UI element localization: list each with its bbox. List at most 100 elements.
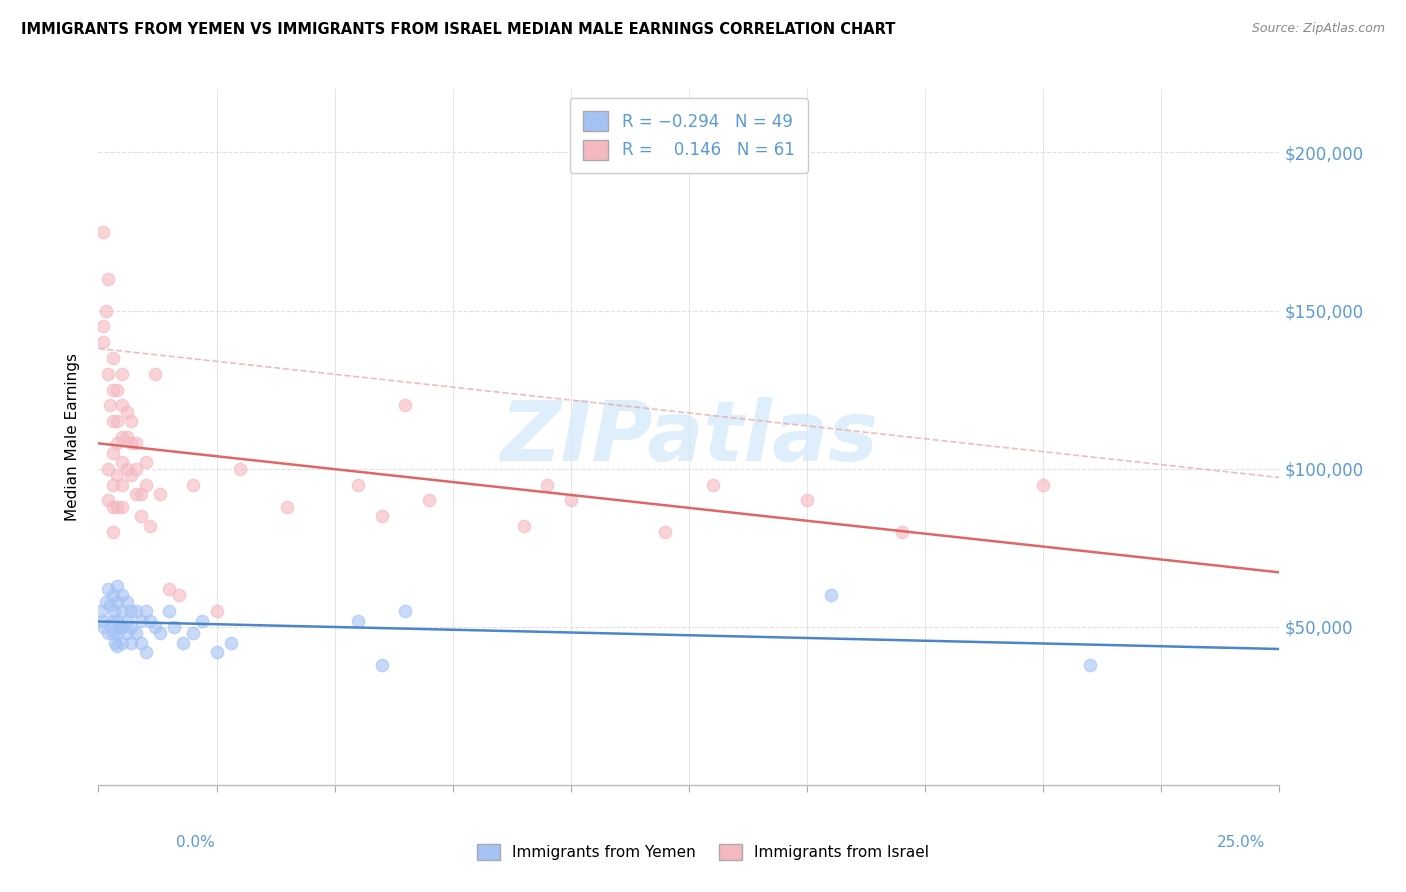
Point bbox=[101, 477, 124, 491]
Point bbox=[702, 477, 724, 491]
Point bbox=[157, 604, 180, 618]
Point bbox=[654, 524, 676, 539]
Point bbox=[121, 604, 143, 618]
Point bbox=[105, 594, 128, 608]
Point bbox=[121, 414, 143, 428]
Point bbox=[347, 477, 370, 491]
Point bbox=[91, 225, 114, 239]
Point bbox=[890, 524, 912, 539]
Point bbox=[111, 455, 134, 469]
Point bbox=[108, 620, 131, 634]
Point bbox=[111, 477, 134, 491]
Point bbox=[115, 594, 138, 608]
Point bbox=[394, 399, 416, 413]
Point bbox=[135, 645, 157, 659]
Point bbox=[101, 626, 124, 640]
Point bbox=[167, 588, 190, 602]
Point bbox=[371, 509, 394, 524]
Point bbox=[129, 614, 152, 628]
Point bbox=[135, 604, 157, 618]
Point bbox=[115, 614, 138, 628]
Point bbox=[103, 604, 125, 618]
Point bbox=[111, 500, 134, 514]
Point bbox=[347, 614, 370, 628]
Y-axis label: Median Male Earnings: Median Male Earnings bbox=[65, 353, 80, 521]
Point bbox=[121, 635, 143, 649]
Point bbox=[205, 645, 228, 659]
Point bbox=[91, 319, 114, 334]
Point bbox=[105, 468, 128, 483]
Point bbox=[125, 461, 148, 475]
Point bbox=[105, 579, 128, 593]
Point bbox=[105, 436, 128, 450]
Point bbox=[104, 635, 127, 649]
Point bbox=[135, 477, 157, 491]
Point bbox=[91, 614, 114, 628]
Point bbox=[94, 594, 117, 608]
Point bbox=[98, 598, 121, 612]
Point bbox=[111, 430, 134, 444]
Point bbox=[125, 626, 148, 640]
Point bbox=[191, 614, 214, 628]
Text: IMMIGRANTS FROM YEMEN VS IMMIGRANTS FROM ISRAEL MEDIAN MALE EARNINGS CORRELATION: IMMIGRANTS FROM YEMEN VS IMMIGRANTS FROM… bbox=[21, 22, 896, 37]
Point bbox=[111, 635, 134, 649]
Point bbox=[111, 620, 134, 634]
Point bbox=[796, 493, 818, 508]
Point bbox=[101, 614, 124, 628]
Point bbox=[371, 657, 394, 672]
Legend: R = −0.294   N = 49, R =    0.146   N = 61: R = −0.294 N = 49, R = 0.146 N = 61 bbox=[569, 97, 808, 173]
Point bbox=[149, 487, 172, 501]
Point bbox=[111, 399, 134, 413]
Point bbox=[125, 487, 148, 501]
Point bbox=[1032, 477, 1054, 491]
Point bbox=[820, 588, 842, 602]
Point bbox=[560, 493, 582, 508]
Point bbox=[105, 500, 128, 514]
Point bbox=[129, 487, 152, 501]
Point bbox=[129, 635, 152, 649]
Point bbox=[135, 455, 157, 469]
Point bbox=[115, 626, 138, 640]
Point bbox=[105, 614, 128, 628]
Point bbox=[93, 620, 115, 634]
Text: 25.0%: 25.0% bbox=[1218, 836, 1265, 850]
Point bbox=[143, 620, 166, 634]
Point bbox=[219, 635, 242, 649]
Point bbox=[121, 620, 143, 634]
Point bbox=[97, 493, 120, 508]
Point bbox=[105, 414, 128, 428]
Point bbox=[121, 468, 143, 483]
Point bbox=[125, 436, 148, 450]
Point bbox=[97, 461, 120, 475]
Point bbox=[115, 461, 138, 475]
Point bbox=[97, 272, 120, 286]
Point bbox=[418, 493, 440, 508]
Point bbox=[97, 582, 120, 596]
Point bbox=[163, 620, 186, 634]
Point bbox=[101, 383, 124, 397]
Point bbox=[111, 367, 134, 381]
Point bbox=[91, 335, 114, 350]
Point bbox=[143, 367, 166, 381]
Point bbox=[111, 604, 134, 618]
Point bbox=[125, 604, 148, 618]
Legend: Immigrants from Yemen, Immigrants from Israel: Immigrants from Yemen, Immigrants from I… bbox=[471, 838, 935, 866]
Point bbox=[181, 626, 204, 640]
Point bbox=[97, 367, 120, 381]
Text: Source: ZipAtlas.com: Source: ZipAtlas.com bbox=[1251, 22, 1385, 36]
Point bbox=[229, 461, 252, 475]
Point bbox=[115, 405, 138, 419]
Point bbox=[121, 436, 143, 450]
Point bbox=[157, 582, 180, 596]
Point bbox=[111, 588, 134, 602]
Point bbox=[101, 351, 124, 365]
Point bbox=[101, 446, 124, 460]
Point bbox=[101, 588, 124, 602]
Point bbox=[394, 604, 416, 618]
Point bbox=[105, 639, 128, 653]
Point bbox=[139, 518, 162, 533]
Point bbox=[115, 430, 138, 444]
Point bbox=[90, 604, 112, 618]
Point bbox=[105, 626, 128, 640]
Point bbox=[98, 399, 121, 413]
